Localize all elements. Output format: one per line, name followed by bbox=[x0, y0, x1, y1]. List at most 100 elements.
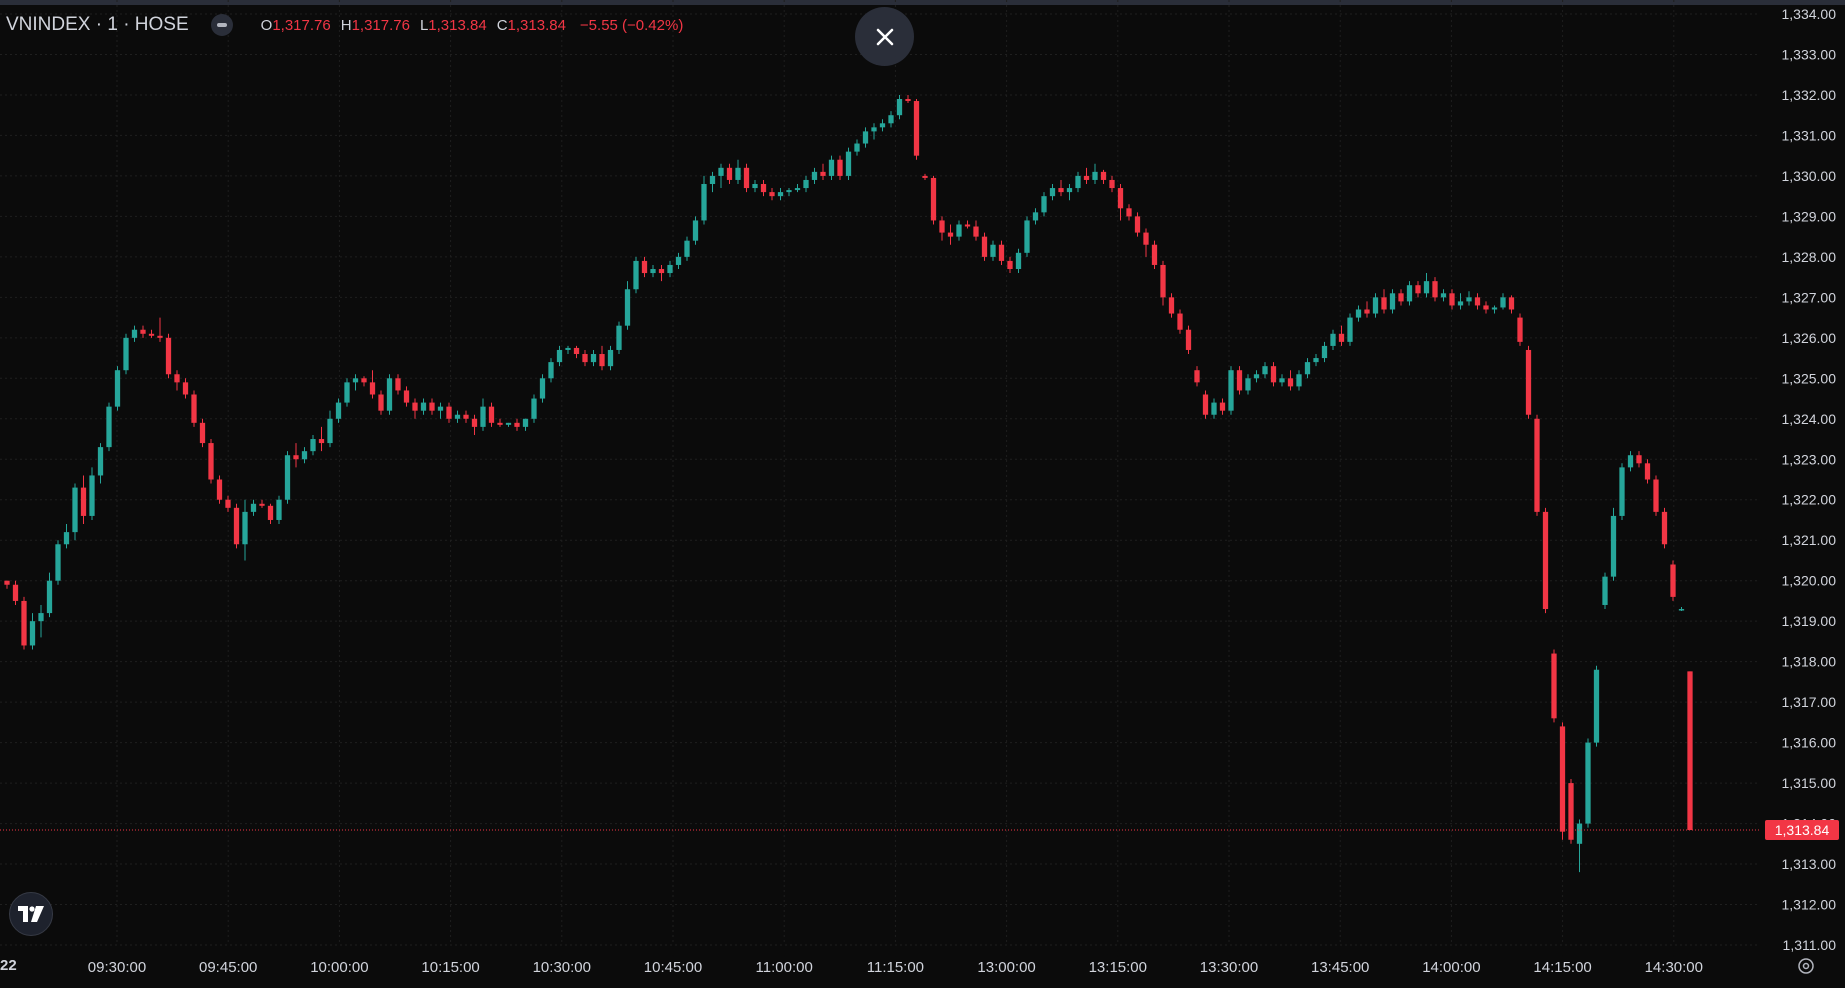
candle-body bbox=[1355, 309, 1362, 318]
candle-body bbox=[369, 382, 376, 395]
candle-body bbox=[607, 349, 614, 367]
candle-body bbox=[174, 374, 180, 383]
eye-toggle-icon[interactable] bbox=[210, 14, 233, 36]
candle-body bbox=[828, 159, 835, 176]
candle-body bbox=[29, 621, 36, 646]
symbol-title[interactable]: VNINDEX · 1 · HOSE bbox=[6, 14, 189, 35]
candle-body bbox=[794, 188, 801, 191]
candle-body bbox=[429, 402, 435, 411]
candle-body bbox=[854, 143, 860, 152]
candle-body bbox=[1474, 297, 1481, 306]
candle-body bbox=[726, 167, 733, 180]
candle-body bbox=[1007, 260, 1013, 270]
candle-body bbox=[1228, 370, 1234, 411]
x-tick-label: 10:00:00 bbox=[310, 959, 368, 976]
candle-body bbox=[1670, 564, 1676, 597]
candle-body bbox=[616, 325, 622, 350]
candle-body bbox=[505, 422, 512, 425]
candle-body bbox=[250, 503, 257, 512]
x-tick-label: 11:00:00 bbox=[756, 959, 813, 976]
candle-body bbox=[395, 378, 401, 391]
y-tick-label: 1,311.00 bbox=[1783, 937, 1837, 953]
x-tick-label: 14:30:00 bbox=[1645, 959, 1703, 976]
candle-body bbox=[182, 382, 189, 395]
close-button[interactable] bbox=[855, 7, 914, 66]
candle-body bbox=[1406, 285, 1413, 302]
candle-body bbox=[1525, 349, 1532, 415]
low-label: L bbox=[419, 16, 429, 34]
time-axis: 09:30:00 09:45:00 10:00:00 10:15:00 10:30:00… bbox=[88, 959, 1703, 976]
candle-body bbox=[590, 354, 597, 363]
y-tick-label: 1,319.00 bbox=[1782, 613, 1837, 629]
candle-body bbox=[1338, 333, 1345, 342]
candle-body bbox=[344, 382, 350, 403]
y-tick-label: 1,333.00 bbox=[1782, 46, 1837, 62]
change-value: −5.55 (−0.42%) bbox=[579, 16, 684, 34]
candle-body bbox=[582, 354, 588, 363]
candle-body bbox=[1245, 378, 1251, 391]
candle-body bbox=[1083, 175, 1090, 180]
candle-body bbox=[1109, 179, 1115, 189]
candle-body bbox=[1092, 171, 1098, 180]
tradingview-logo-icon[interactable] bbox=[9, 892, 53, 936]
candle-body bbox=[539, 378, 546, 399]
candle-body bbox=[140, 329, 146, 334]
y-tick-label: 1,315.00 bbox=[1782, 775, 1837, 791]
candle-body bbox=[106, 406, 112, 448]
y-tick-label: 1,328.00 bbox=[1782, 249, 1837, 265]
candle-body bbox=[72, 487, 78, 533]
candle-body bbox=[1185, 329, 1192, 350]
candle-body bbox=[922, 175, 928, 178]
candle-body bbox=[1347, 317, 1353, 342]
candle-body bbox=[1653, 479, 1659, 512]
candle-body bbox=[573, 347, 580, 355]
candle-body bbox=[1066, 188, 1073, 193]
candle-body bbox=[1542, 511, 1549, 610]
candles-group bbox=[4, 94, 1693, 873]
candle-body bbox=[225, 499, 231, 508]
candle-body bbox=[811, 171, 818, 180]
y-tick-label: 1,325.00 bbox=[1782, 370, 1837, 386]
candle-body bbox=[497, 422, 503, 425]
candle-body bbox=[293, 455, 299, 460]
candle-body bbox=[1211, 402, 1217, 415]
candle-body bbox=[1100, 171, 1107, 180]
y-tick-label: 1,313.00 bbox=[1782, 856, 1837, 872]
candle-body bbox=[1593, 669, 1600, 743]
candle-body bbox=[1576, 823, 1583, 844]
candle-body bbox=[165, 337, 172, 375]
close-icon bbox=[876, 28, 893, 45]
candle-body bbox=[97, 447, 104, 476]
candle-body bbox=[1381, 297, 1387, 310]
candle-body bbox=[1126, 208, 1132, 217]
gear-icon[interactable] bbox=[1795, 955, 1817, 977]
x-tick-label: 14:00:00 bbox=[1422, 959, 1480, 976]
candle-body bbox=[947, 232, 954, 237]
candle-body bbox=[259, 503, 265, 506]
candle-body bbox=[1253, 374, 1260, 379]
candle-body bbox=[21, 600, 27, 646]
symbol-legend: VNINDEX · 1 · HOSE O 1,317.76 H 1,317.76 L… bbox=[6, 14, 683, 36]
candle-body bbox=[352, 378, 359, 383]
candle-body bbox=[641, 260, 648, 274]
x-tick-label: 10:30:00 bbox=[533, 959, 591, 976]
candle-body bbox=[1194, 370, 1200, 383]
y-tick-label: 1,317.00 bbox=[1782, 694, 1837, 710]
x-tick-label: 10:15:00 bbox=[421, 959, 479, 976]
candle-body bbox=[1687, 671, 1693, 831]
candle-body bbox=[718, 167, 724, 176]
candle-body bbox=[1287, 378, 1294, 387]
candle-body bbox=[1117, 188, 1124, 209]
candle-body bbox=[1508, 297, 1515, 310]
y-tick-label: 1,322.00 bbox=[1782, 492, 1837, 508]
candle-body bbox=[1644, 463, 1651, 480]
x-tick-label: 13:00:00 bbox=[977, 959, 1035, 976]
candle-body bbox=[157, 335, 163, 338]
candle-body bbox=[276, 499, 282, 520]
x-tick-label: 13:30:00 bbox=[1200, 959, 1258, 976]
candle-body bbox=[437, 406, 444, 411]
candle-body bbox=[1483, 305, 1489, 310]
candle-body bbox=[743, 167, 750, 189]
candle-body bbox=[310, 439, 316, 452]
